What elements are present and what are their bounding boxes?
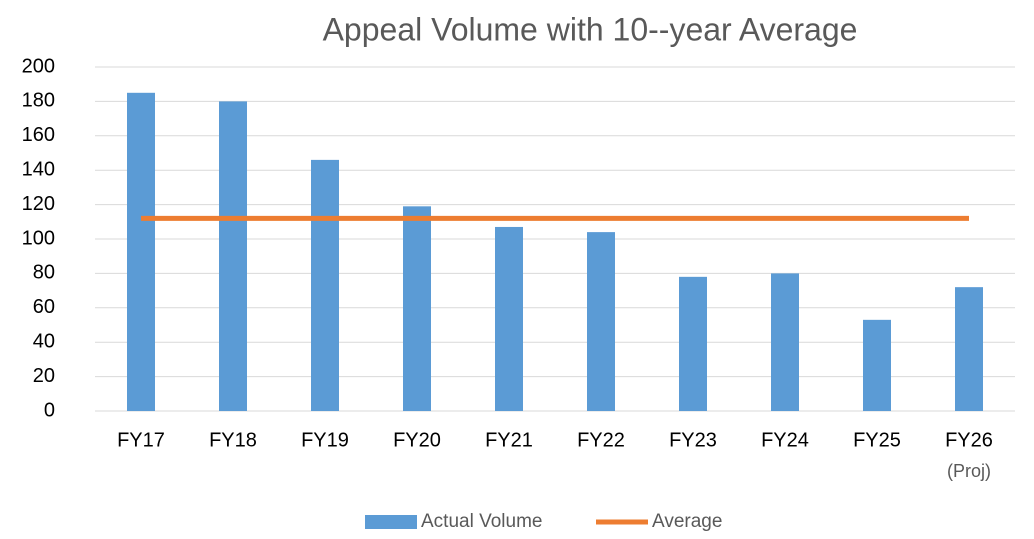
x-tick-label: FY20 [393,429,441,451]
y-tick-label: 20 [33,365,55,387]
bar [403,206,431,411]
bar [127,92,155,412]
bar [495,226,523,411]
bar [863,319,891,411]
y-tick-label: 140 [22,158,55,180]
legend-label: Average [652,511,722,532]
legend-swatch [365,515,417,529]
y-tick-label: 120 [22,193,55,215]
bar [219,101,247,412]
x-tick-label: FY17 [117,429,165,451]
y-tick-label: 180 [22,90,55,112]
bar [679,276,707,411]
bar [587,232,615,411]
bar [771,273,799,411]
annotation: (Proj) [947,461,991,481]
x-tick-label: FY18 [209,429,257,451]
x-tick-label: FY21 [485,429,533,451]
legend-label: Actual Volume [421,511,542,532]
x-tick-label: FY23 [669,429,717,451]
x-tick-label: FY24 [761,429,809,451]
y-tick-label: 0 [44,399,55,421]
y-tick-label: 100 [22,227,55,249]
y-tick-label: 40 [33,330,55,352]
y-tick-label: 200 [22,55,55,77]
y-tick-label: 80 [33,262,55,284]
y-tick-label: 160 [22,124,55,146]
bar [955,287,983,411]
y-tick-label: 60 [33,296,55,318]
chart-title: Appeal Volume with 10--year Average [323,11,858,47]
x-tick-label: FY19 [301,429,349,451]
x-tick-label: FY22 [577,429,625,451]
x-tick-label: FY25 [853,429,901,451]
bar [311,159,339,411]
x-tick-label: FY26 [945,429,993,451]
